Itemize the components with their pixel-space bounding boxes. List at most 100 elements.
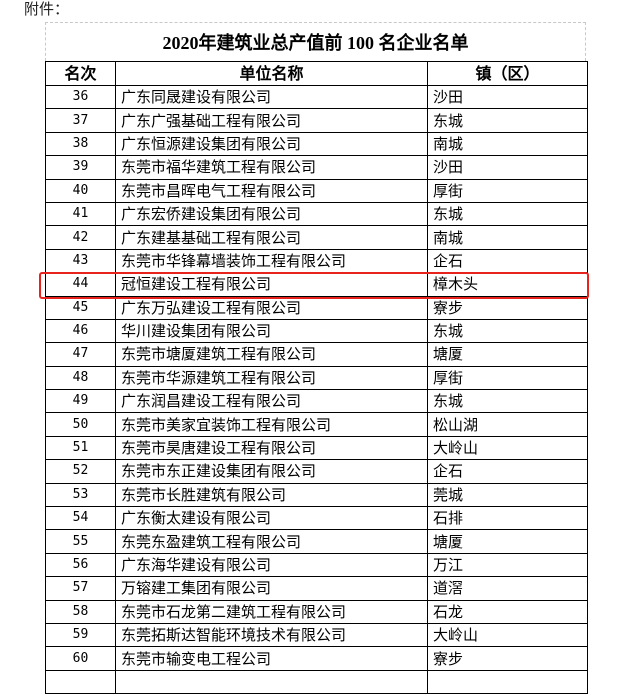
table-row: 51 东莞市昊唐建设工程有限公司 大岭山	[45, 435, 588, 461]
company-name-cell: 广东宏侨建设集团有限公司	[115, 201, 428, 227]
town-cell: 沙田	[427, 155, 588, 180]
company-name-cell: 广东建基基础工程有限公司	[115, 225, 428, 250]
town-cell: 企石	[427, 248, 588, 274]
table-row: 55 东莞东盈建筑工程有限公司 塘厦	[45, 529, 588, 554]
table-row: 44 冠恒建设工程有限公司 樟木头	[45, 272, 588, 297]
table-row: 52 东莞市东正建设集团有限公司 企石	[45, 459, 588, 484]
town-cell: 南城	[427, 131, 588, 157]
rank-cell: 49	[45, 389, 116, 414]
town-cell: 东城	[427, 201, 588, 227]
company-name-cell: 广东广强基础工程有限公司	[115, 108, 428, 133]
company-name-cell: 广东海华建设有限公司	[115, 552, 428, 578]
rank-cell: 38	[45, 131, 116, 157]
town-cell: 大岭山	[427, 435, 588, 461]
company-name-cell: 广东恒源建设集团有限公司	[115, 131, 428, 157]
table-row: 56 广东海华建设有限公司 万江	[45, 552, 588, 578]
company-name-cell: 东莞市美家宜装饰工程有限公司	[115, 412, 428, 437]
town-cell: 松山湖	[427, 412, 588, 437]
company-name-cell: 东莞市昊唐建设工程有限公司	[115, 435, 428, 461]
rank-cell: 36	[45, 84, 116, 110]
table-row-partial	[45, 669, 588, 694]
rank-cell: 56	[45, 552, 116, 578]
table-row: 58 东莞市石龙第二建筑工程有限公司 石龙	[45, 599, 588, 624]
company-name-cell: 东莞市昌晖电气工程有限公司	[115, 178, 428, 203]
town-cell: 万江	[427, 552, 588, 578]
document-title: 2020年建筑业总产值前 100 名企业名单	[162, 33, 469, 53]
highlight-box	[39, 272, 589, 299]
table-row: 46 华川建设集团有限公司 东城	[45, 318, 588, 344]
town-cell: 石排	[427, 506, 588, 531]
rank-cell: 42	[45, 225, 116, 250]
company-name-cell: 东莞拓斯达智能环境技术有限公司	[115, 622, 428, 648]
company-name-cell: 东莞东盈建筑工程有限公司	[115, 529, 428, 554]
town-cell: 道滘	[427, 576, 588, 601]
table-row: 39 东莞市福华建筑工程有限公司 沙田	[45, 155, 588, 180]
company-name-cell: 东莞市石龙第二建筑工程有限公司	[115, 599, 428, 624]
company-name-cell: 华川建设集团有限公司	[115, 318, 428, 344]
town-cell: 南城	[427, 225, 588, 250]
rank-cell: 45	[45, 295, 116, 320]
company-name-cell: 广东衡太建设有限公司	[115, 506, 428, 531]
town-cell: 大岭山	[427, 622, 588, 648]
table-row: 47 东莞市塘厦建筑工程有限公司 塘厦	[45, 342, 588, 367]
table-row: 60 东莞市输变电工程公司 寮步	[45, 646, 588, 671]
attachment-label: 附件：	[24, 0, 70, 18]
rank-cell: 59	[45, 622, 116, 648]
company-name-cell: 广东润昌建设工程有限公司	[115, 389, 428, 414]
company-name-cell: 东莞市塘厦建筑工程有限公司	[115, 342, 428, 367]
company-name-cell: 东莞市输变电工程公司	[115, 646, 428, 671]
rank-cell: 55	[45, 529, 116, 554]
town-cell: 厚街	[427, 365, 588, 391]
ranking-table: 名次 单位名称 镇（区） 36 广东同晟建设有限公司 沙田 37 广东广强基础工程有限公…	[45, 61, 588, 694]
table-row: 53 东莞市长胜建筑有限公司 莞城	[45, 482, 588, 508]
table-row: 45 广东万弘建设工程有限公司 寮步	[45, 295, 588, 320]
company-name-cell: 东莞市长胜建筑有限公司	[115, 482, 428, 508]
table-row: 49 广东润昌建设工程有限公司 东城	[45, 389, 588, 414]
rank-cell: 39	[45, 155, 116, 180]
rank-cell: 41	[45, 201, 116, 227]
town-cell: 东城	[427, 108, 588, 133]
rank-cell	[45, 669, 116, 694]
table-row: 48 东莞市华源建筑工程有限公司 厚街	[45, 365, 588, 391]
rank-cell: 60	[45, 646, 116, 671]
rank-cell: 53	[45, 482, 116, 508]
rank-cell: 52	[45, 459, 116, 484]
table-row: 54 广东衡太建设有限公司 石排	[45, 506, 588, 531]
town-cell: 企石	[427, 459, 588, 484]
town-cell: 塘厦	[427, 529, 588, 554]
town-cell: 沙田	[427, 84, 588, 110]
rank-cell: 58	[45, 599, 116, 624]
town-cell: 厚街	[427, 178, 588, 203]
table-row: 50 东莞市美家宜装饰工程有限公司 松山湖	[45, 412, 588, 437]
table-header-row: 名次 单位名称 镇（区）	[45, 61, 588, 86]
town-cell: 寮步	[427, 295, 588, 320]
town-cell: 莞城	[427, 482, 588, 508]
company-name-cell: 东莞市福华建筑工程有限公司	[115, 155, 428, 180]
rank-cell: 43	[45, 248, 116, 274]
company-name-cell: 万镕建工集团有限公司	[115, 576, 428, 601]
company-name-cell: 广东万弘建设工程有限公司	[115, 295, 428, 320]
header-rank: 名次	[45, 61, 116, 86]
rank-cell: 46	[45, 318, 116, 344]
rank-cell: 37	[45, 108, 116, 133]
town-cell: 东城	[427, 318, 588, 344]
rank-cell: 50	[45, 412, 116, 437]
company-name-cell	[115, 669, 428, 694]
town-cell	[427, 669, 588, 694]
header-company-name: 单位名称	[115, 61, 428, 86]
rank-cell: 47	[45, 342, 116, 367]
table-row: 41 广东宏侨建设集团有限公司 东城	[45, 201, 588, 227]
town-cell: 寮步	[427, 646, 588, 671]
rank-cell: 57	[45, 576, 116, 601]
title-box	[45, 22, 586, 61]
table-row: 37 广东广强基础工程有限公司 东城	[45, 108, 588, 133]
table-row: 36 广东同晟建设有限公司 沙田	[45, 84, 588, 110]
header-town: 镇（区）	[427, 61, 588, 86]
rank-cell: 54	[45, 506, 116, 531]
table-row: 43 东莞市华锋幕墙装饰工程有限公司 企石	[45, 248, 588, 274]
table-row: 38 广东恒源建设集团有限公司 南城	[45, 131, 588, 157]
town-cell: 东城	[427, 389, 588, 414]
company-name-cell: 冠恒建设工程有限公司	[115, 272, 428, 297]
town-cell: 石龙	[427, 599, 588, 624]
company-name-cell: 广东同晟建设有限公司	[115, 84, 428, 110]
